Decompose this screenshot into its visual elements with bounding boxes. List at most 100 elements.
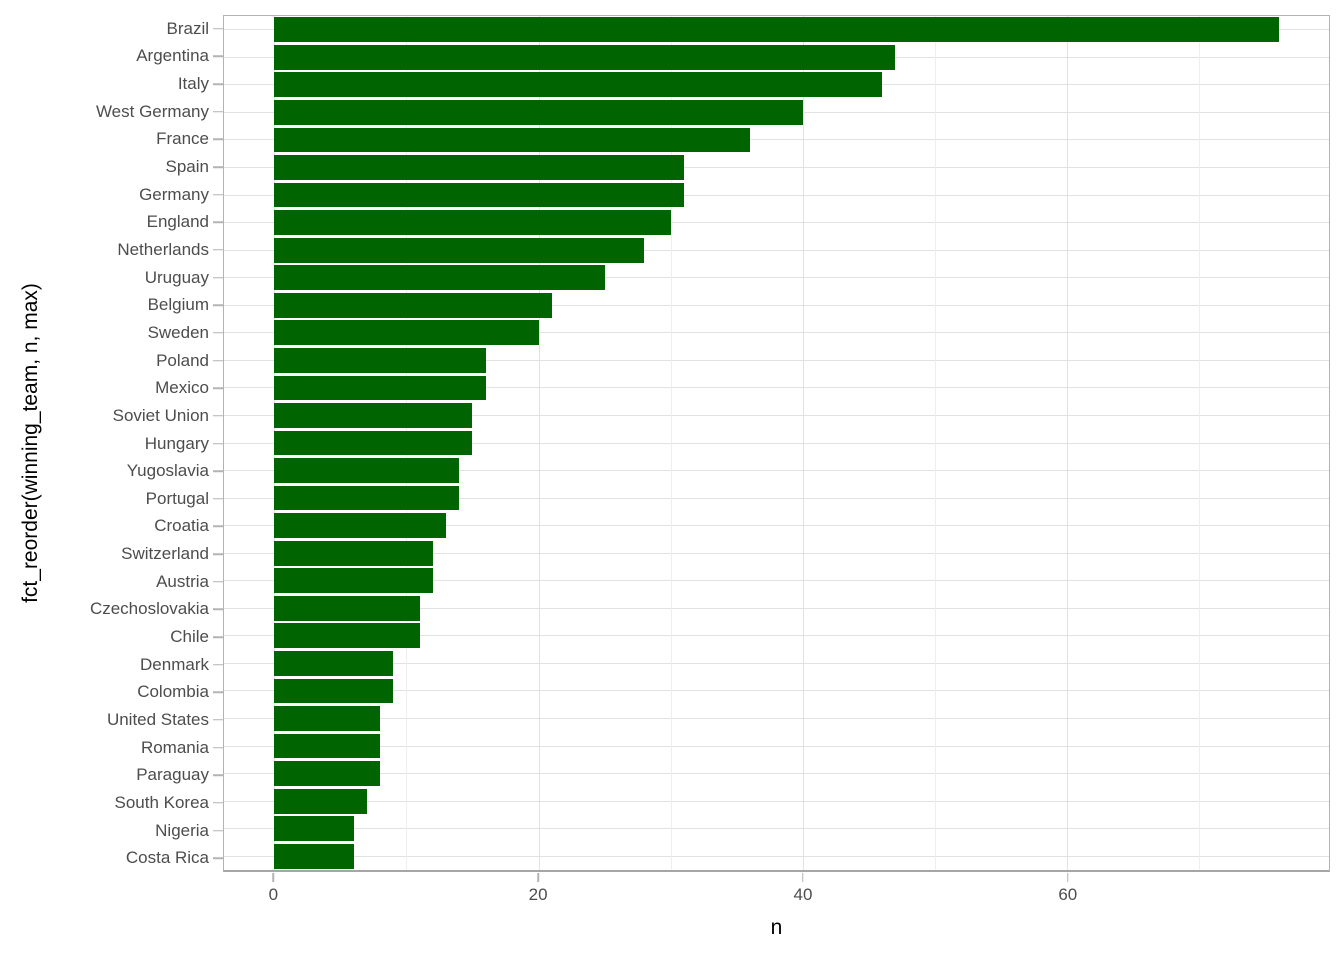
gridline-horizontal bbox=[224, 470, 1329, 472]
y-tick-mark bbox=[213, 221, 223, 224]
bar bbox=[274, 100, 803, 125]
y-tick-mark bbox=[213, 719, 223, 721]
y-tick-label: England bbox=[146, 212, 209, 232]
y-tick-label: Sweden bbox=[147, 322, 209, 342]
gridline-horizontal bbox=[224, 607, 1329, 609]
bar bbox=[274, 623, 420, 649]
bar bbox=[274, 568, 433, 594]
bar bbox=[274, 292, 552, 318]
y-tick-label: South Korea bbox=[114, 792, 209, 812]
gridline-vertical-major bbox=[1067, 16, 1069, 870]
gridline-horizontal bbox=[224, 442, 1329, 444]
y-axis-tick-labels: Brazil Argentina Italy West Germany France Sp… bbox=[0, 15, 209, 872]
bar bbox=[274, 72, 883, 98]
gridline-horizontal bbox=[224, 745, 1329, 747]
y-tick-label: West Germany bbox=[95, 101, 209, 121]
gridline-horizontal bbox=[224, 249, 1329, 251]
gridline-horizontal bbox=[224, 332, 1329, 334]
y-tick-mark bbox=[213, 83, 223, 85]
gridline-horizontal bbox=[224, 359, 1329, 361]
y-tick-label: Poland bbox=[156, 350, 209, 370]
y-tick-label: Chile bbox=[170, 627, 209, 647]
gridline-vertical-major bbox=[538, 16, 540, 870]
x-tick-label: 60 bbox=[1058, 885, 1078, 904]
y-tick-mark bbox=[213, 802, 223, 804]
bar bbox=[274, 788, 367, 814]
y-tick-label: Czechoslovakia bbox=[89, 599, 209, 619]
y-tick-label: Mexico bbox=[155, 378, 209, 398]
bar bbox=[274, 375, 486, 401]
gridline-horizontal bbox=[224, 139, 1329, 141]
x-tick-label: 20 bbox=[528, 885, 548, 904]
gridline-horizontal bbox=[224, 690, 1329, 692]
y-tick-label: Netherlands bbox=[117, 239, 209, 259]
y-tick-mark bbox=[213, 636, 223, 638]
gridline-horizontal bbox=[224, 222, 1329, 224]
y-tick-label: Yugoslavia bbox=[126, 461, 209, 481]
bar bbox=[274, 733, 380, 759]
y-tick-label: Italy bbox=[177, 74, 209, 94]
y-tick-mark bbox=[213, 304, 223, 307]
y-tick-label: Portugal bbox=[145, 488, 209, 508]
bar bbox=[274, 265, 605, 291]
y-tick-mark bbox=[213, 691, 223, 694]
bar bbox=[274, 403, 473, 428]
y-tick-mark bbox=[213, 55, 223, 58]
gridline-vertical-major bbox=[802, 16, 804, 870]
gridline-horizontal bbox=[224, 773, 1329, 775]
y-tick-label: Germany bbox=[139, 184, 209, 204]
y-tick-label: Argentina bbox=[136, 46, 209, 66]
gridline-horizontal bbox=[224, 277, 1329, 279]
y-tick-mark bbox=[213, 829, 223, 832]
gridline-horizontal bbox=[224, 580, 1329, 582]
bar bbox=[274, 650, 394, 676]
bar bbox=[274, 485, 460, 511]
x-axis-tick-marks bbox=[223, 873, 1330, 882]
bar bbox=[274, 843, 354, 869]
y-tick-label: Brazil bbox=[166, 18, 209, 38]
y-tick-mark bbox=[213, 166, 223, 168]
y-tick-label: France bbox=[156, 129, 209, 149]
bar bbox=[274, 210, 671, 235]
bar bbox=[274, 155, 684, 180]
x-tick-mark bbox=[537, 873, 539, 882]
x-axis-tick-labels: 0 20 40 60 bbox=[223, 885, 1330, 907]
gridline-vertical-minor bbox=[1199, 16, 1201, 870]
y-tick-label: Romania bbox=[140, 737, 209, 757]
y-tick-mark bbox=[213, 442, 223, 445]
y-tick-label: Costa Rica bbox=[125, 848, 209, 868]
y-tick-mark bbox=[213, 580, 223, 583]
gridline-horizontal bbox=[224, 662, 1329, 664]
bar bbox=[274, 44, 896, 70]
y-tick-mark bbox=[213, 193, 223, 196]
gridline-horizontal bbox=[224, 414, 1329, 416]
y-tick-mark bbox=[213, 663, 223, 666]
gridline-horizontal bbox=[224, 552, 1329, 554]
y-tick-mark bbox=[213, 415, 223, 417]
plot-panel bbox=[223, 15, 1330, 872]
gridline-horizontal bbox=[224, 497, 1329, 499]
y-tick-mark bbox=[213, 553, 223, 555]
x-tick-label: 0 bbox=[268, 885, 279, 904]
bar bbox=[274, 182, 684, 208]
y-tick-label: Hungary bbox=[144, 433, 209, 453]
bar bbox=[274, 816, 354, 842]
gridline-vertical-minor bbox=[670, 16, 672, 870]
y-tick-mark bbox=[213, 111, 223, 113]
x-tick-mark bbox=[272, 873, 275, 882]
y-tick-mark bbox=[213, 276, 223, 279]
y-tick-label: Uruguay bbox=[144, 267, 209, 287]
bar bbox=[274, 237, 645, 263]
bar bbox=[274, 17, 1279, 43]
gridline-horizontal bbox=[224, 717, 1329, 719]
y-tick-mark bbox=[213, 470, 223, 472]
y-tick-mark bbox=[213, 857, 223, 859]
bar bbox=[274, 347, 486, 373]
y-tick-label: Denmark bbox=[140, 654, 209, 674]
y-tick-mark bbox=[213, 332, 223, 334]
gridline-horizontal bbox=[224, 525, 1329, 527]
y-tick-mark bbox=[213, 138, 223, 141]
y-tick-label: Colombia bbox=[137, 682, 209, 702]
y-tick-mark bbox=[213, 387, 223, 389]
